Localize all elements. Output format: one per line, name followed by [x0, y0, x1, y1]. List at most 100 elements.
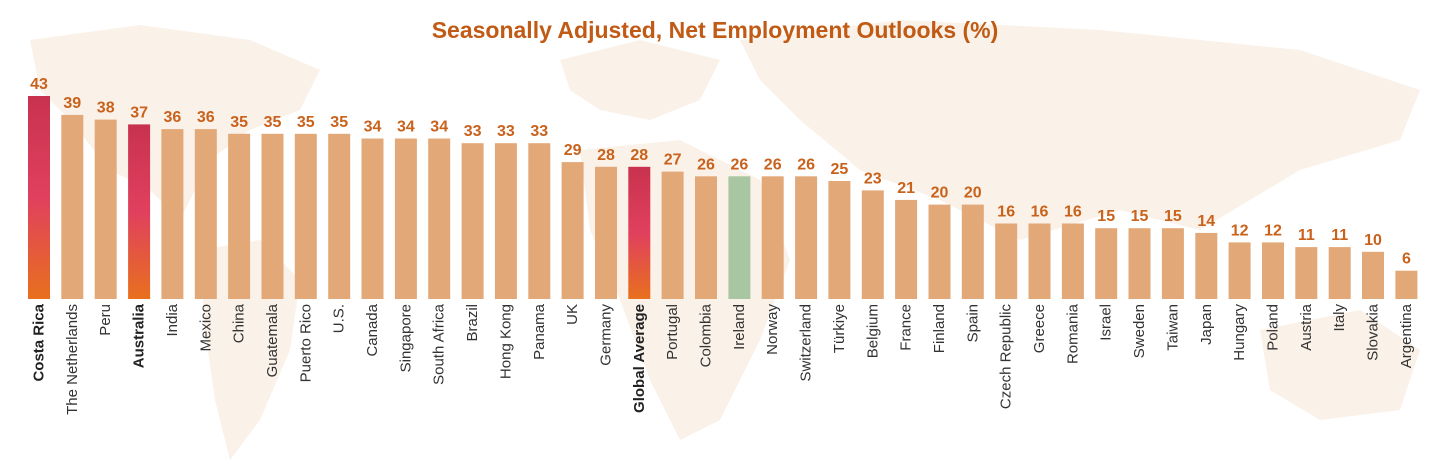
value-label-israel: 15: [1097, 208, 1115, 225]
category-label-the-netherlands: The Netherlands: [64, 304, 81, 415]
bar-the-netherlands: [61, 114, 84, 300]
value-label-puerto-rico: 35: [297, 114, 315, 131]
value-label-south-africa: 34: [430, 119, 448, 136]
bar-india: [161, 129, 184, 299]
value-label-singapore: 34: [397, 119, 415, 136]
category-labels-group: Costa Rica The Netherlands Peru Australia In…: [31, 303, 1415, 415]
category-label-austria: Austria: [1298, 303, 1315, 350]
category-label-hungary: Hungary: [1231, 304, 1248, 361]
value-label-slovakia: 10: [1364, 232, 1382, 249]
category-label-singapore: Singapore: [397, 304, 414, 372]
category-label-belgium: Belgium: [864, 304, 881, 358]
category-label-australia: Australia: [131, 303, 148, 368]
value-label-poland: 12: [1264, 222, 1282, 239]
bar-slovakia: [1362, 251, 1384, 299]
value-label-mexico: 36: [197, 109, 215, 126]
bar-peru: [94, 119, 117, 299]
category-label-norway: Norway: [764, 304, 781, 355]
category-label-sweden: Sweden: [1131, 304, 1148, 358]
value-label-global-average: 28: [630, 147, 648, 164]
category-label-canada: Canada: [364, 303, 381, 356]
bar-t-rkiye: [828, 181, 851, 299]
value-label-greece: 16: [1031, 204, 1049, 221]
category-label-panama: Panama: [531, 303, 548, 360]
bar-uk: [561, 162, 584, 299]
category-label-poland: Poland: [1265, 304, 1282, 351]
category-label-brazil: Brazil: [464, 304, 481, 342]
bars-group: [28, 96, 1418, 300]
category-label-czech-republic: Czech Republic: [998, 304, 1015, 410]
category-label-slovakia: Slovakia: [1365, 303, 1382, 360]
value-label-t-rkiye: 25: [831, 161, 849, 178]
value-label-u-s: 35: [330, 114, 348, 131]
value-label-ireland: 26: [731, 156, 749, 173]
value-label-italy: 11: [1331, 227, 1348, 244]
value-label-belgium: 23: [864, 170, 882, 187]
value-label-guatemala: 35: [264, 114, 282, 131]
category-label-taiwan: Taiwan: [1164, 304, 1181, 351]
value-label-india: 36: [164, 109, 182, 126]
value-label-hong-kong: 33: [497, 123, 515, 140]
value-label-norway: 26: [764, 156, 782, 173]
category-label-china: China: [231, 303, 248, 343]
bar-belgium: [861, 190, 884, 299]
value-label-spain: 20: [964, 185, 982, 202]
value-label-costa-rica: 43: [30, 76, 48, 93]
category-label-costa-rica: Costa Rica: [31, 303, 48, 381]
value-label-panama: 33: [530, 123, 548, 140]
category-label-portugal: Portugal: [664, 304, 681, 360]
bar-finland: [928, 204, 951, 299]
category-label-france: France: [898, 304, 915, 351]
value-label-taiwan: 15: [1164, 208, 1182, 225]
bar-germany: [595, 166, 617, 299]
category-label-italy: Italy: [1331, 304, 1348, 332]
category-label-germany: Germany: [598, 304, 615, 366]
category-label-romania: Romania: [1064, 303, 1081, 364]
bar-puerto-rico: [294, 133, 317, 299]
bar-singapore: [394, 138, 417, 299]
value-label-finland: 20: [931, 185, 949, 202]
value-label-austria: 11: [1298, 227, 1315, 244]
bar-costa-rica: [28, 96, 50, 299]
value-label-china: 35: [230, 114, 248, 131]
bar-u-s: [328, 133, 351, 299]
value-label-france: 21: [897, 180, 915, 197]
category-label-hong-kong: Hong Kong: [497, 304, 514, 379]
bar-japan: [1195, 232, 1218, 299]
category-label-israel: Israel: [1098, 304, 1115, 341]
bar-czech-republic: [995, 223, 1018, 299]
bar-brazil: [461, 143, 484, 299]
category-label-south-africa: South Africa: [431, 303, 448, 385]
bar-guatemala: [261, 133, 284, 299]
bar-spain: [961, 204, 984, 299]
bar-sweden: [1128, 228, 1151, 299]
value-label-brazil: 33: [464, 123, 482, 140]
value-label-peru: 38: [97, 100, 115, 117]
category-label-t-rkiye: Türkiye: [831, 304, 848, 353]
bar-hungary: [1228, 242, 1251, 299]
value-label-canada: 34: [364, 119, 382, 136]
value-label-romania: 16: [1064, 204, 1082, 221]
category-label-u-s: U.S.: [331, 304, 348, 333]
bar-ireland: [728, 176, 751, 299]
category-label-global-average: Global Average: [631, 304, 648, 413]
value-label-the-netherlands: 39: [63, 95, 81, 112]
bar-colombia: [695, 176, 717, 299]
category-label-india: India: [164, 303, 181, 336]
value-label-sweden: 15: [1131, 208, 1149, 225]
bar-argentina: [1395, 270, 1418, 299]
bar-israel: [1095, 228, 1118, 299]
bar-switzerland: [795, 176, 818, 299]
bar-norway: [761, 176, 784, 299]
category-label-greece: Greece: [1031, 304, 1048, 353]
bar-australia: [128, 124, 151, 300]
value-labels-group: 43 39 38 37 36 36 35 35 35 35 34 34 34 33 33 33 29 28 28 27…: [30, 76, 1411, 268]
category-label-spain: Spain: [964, 304, 981, 342]
category-label-finland: Finland: [931, 304, 948, 353]
category-label-guatemala: Guatemala: [264, 303, 281, 377]
category-label-japan: Japan: [1198, 304, 1215, 345]
category-label-peru: Peru: [97, 304, 114, 336]
bar-canada: [361, 138, 384, 299]
